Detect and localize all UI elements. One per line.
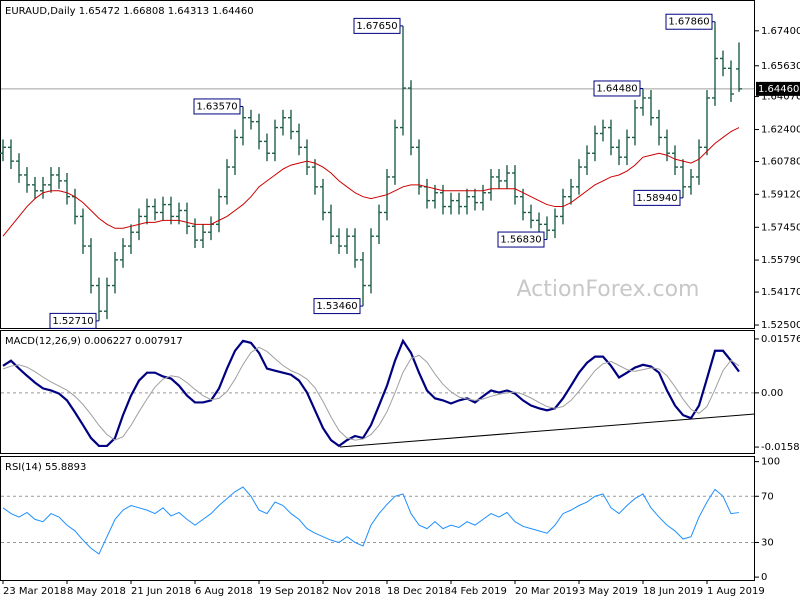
rsi-panel [0,456,755,581]
y-tick-label: -0.015834 [761,442,800,453]
annotation-label: 1.67860 [668,17,709,28]
annotation-box [665,13,713,30]
annotation-box [633,189,681,206]
panel-title: RSI(14) 55.8893 [5,462,86,473]
y-tick-label: 1.55790 [761,255,800,266]
last-price-label: 1.64460 [758,84,799,95]
series-line [2,338,740,448]
price-annotation: 1.67860 [665,13,715,30]
y-tick-label: 1.67400 [761,26,800,37]
y-tick-label: 0 [761,572,767,583]
annotation-label: 1.53460 [316,301,357,312]
price-annotation: 1.64480 [593,80,643,97]
annotation-label: 1.52710 [52,316,93,327]
trend-line [339,413,756,448]
last-price-box [756,81,800,96]
x-tick-label: 1 Aug 2019 [707,586,765,597]
panel-title: MACD(12,26,9) 0.006227 0.007917 [5,336,183,347]
y-tick-label: 0.00 [761,388,783,399]
y-tick-label: 30 [761,537,774,548]
y-tick-label: 1.57450 [761,222,800,233]
x-tick-label: 6 Aug 2018 [195,586,253,597]
series-line [2,346,740,441]
y-tick-label: 1.54170 [761,287,800,298]
annotation-box [193,98,241,115]
annotation-box [593,80,641,97]
y-tick-label: 1.62400 [761,125,800,136]
x-tick-label: 21 Jun 2018 [131,586,191,597]
price-panel [0,0,755,329]
annotation-box [49,312,97,329]
annotation-label: 1.56830 [500,235,541,246]
annotation-label: 1.58940 [636,193,677,204]
x-tick-label: 20 Mar 2019 [515,586,578,597]
annotation-label: 1.67650 [356,21,397,32]
panel-title: EURAUD,Daily 1.65472 1.66808 1.64313 1.6… [5,6,254,17]
annotation-box [497,231,545,248]
y-tick-label: 100 [761,457,780,468]
x-tick-label: 2 Nov 2018 [323,586,381,597]
price-annotation: 1.52710 [49,312,99,329]
x-tick-label: 19 Sep 2018 [259,586,322,597]
x-tick-label: 4 Feb 2019 [451,586,507,597]
y-tick-label: 1.52500 [761,320,800,331]
y-tick-label: 1.59120 [761,189,800,200]
annotation-label: 1.63570 [196,101,237,112]
macd-panel [0,330,755,454]
annotation-box [313,298,361,315]
price-annotation: 1.67650 [353,17,403,34]
x-tick-label: 3 May 2019 [579,586,638,597]
price-annotation: 1.56830 [497,231,547,248]
y-tick-label: 1.64070 [761,92,800,103]
series-line [2,486,740,555]
moving-average [2,127,740,237]
price-annotation: 1.58940 [633,189,683,206]
watermark: ActionForex.com [517,277,700,302]
y-tick-label: 1.60780 [761,157,800,168]
x-tick-label: 8 May 2018 [67,586,126,597]
y-tick-label: 70 [761,491,774,502]
x-tick-label: 18 Dec 2018 [387,586,451,597]
price-annotation: 1.53460 [313,298,363,315]
x-tick-label: 18 Jun 2019 [643,586,703,597]
annotation-label: 1.64480 [596,83,637,94]
y-tick-label: 1.65630 [761,61,800,72]
annotation-box [353,17,401,34]
y-tick-label: 0.015762 [761,334,800,345]
x-tick-label: 23 Mar 2018 [3,586,66,597]
price-annotation: 1.63570 [193,98,243,115]
